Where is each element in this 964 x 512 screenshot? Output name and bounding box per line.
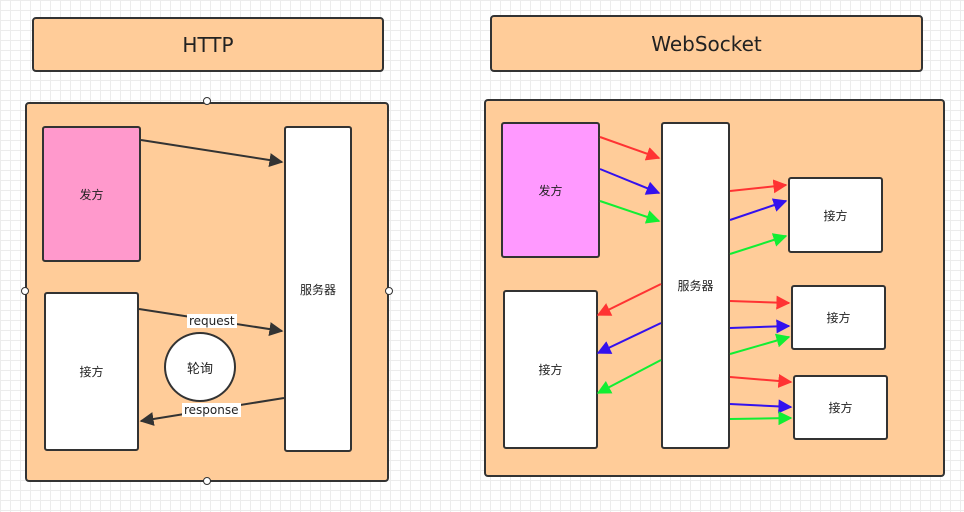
ws-title-box[interactable]: WebSocket (490, 15, 923, 72)
selection-handle-bottom[interactable] (203, 477, 211, 485)
ws-r1-arrow-green[interactable] (729, 233, 788, 255)
ws-title: WebSocket (651, 31, 762, 56)
http-sender-box[interactable]: 发方 (42, 126, 141, 262)
ws-receiver-box-3[interactable]: 接方 (793, 375, 888, 440)
ws-receiver-label-1: 接方 (823, 208, 848, 223)
http-request-label: request (187, 314, 237, 328)
http-sender-label: 发方 (79, 187, 104, 202)
selection-handle-left[interactable] (21, 287, 29, 295)
ws-sender-label: 发方 (538, 183, 563, 198)
ws-r3-arrow-green[interactable] (729, 411, 793, 426)
http-title: HTTP (182, 32, 234, 57)
ws-send-arrow-blue[interactable] (599, 168, 661, 195)
http-polling-circle[interactable]: 轮询 (164, 332, 236, 402)
http-response-text: response (184, 403, 239, 417)
ws-server-box[interactable]: 服务器 (661, 122, 730, 449)
ws-left-arrow-green[interactable] (596, 359, 662, 394)
selection-handle-right[interactable] (385, 287, 393, 295)
ws-receiver-label-3: 接方 (828, 401, 853, 415)
http-server-label: 服务器 (299, 282, 336, 297)
ws-r1-arrow-blue[interactable] (729, 198, 788, 221)
ws-r3-arrow-red[interactable] (729, 373, 793, 388)
ws-receiver-box-2[interactable]: 接方 (791, 285, 886, 350)
ws-receiver-left-box[interactable]: 接方 (503, 290, 598, 449)
ws-left-arrow-blue[interactable] (596, 322, 662, 354)
ws-receiver-left-label: 接方 (538, 363, 563, 377)
http-response-label: response (182, 403, 241, 417)
ws-r3-arrow-blue[interactable] (729, 399, 793, 414)
ws-receiver-label-2: 接方 (826, 311, 851, 325)
http-receiver-label: 接方 (79, 365, 104, 379)
ws-r2-arrow-blue[interactable] (729, 319, 791, 334)
ws-send-arrow-green[interactable] (599, 200, 661, 224)
ws-r1-arrow-red[interactable] (729, 179, 788, 194)
ws-r2-arrow-red[interactable] (729, 295, 791, 310)
http-request-text: request (189, 314, 235, 328)
ws-receiver-box-1[interactable]: 接方 (788, 177, 883, 253)
selection-handle-top[interactable] (203, 97, 211, 105)
ws-r2-arrow-green[interactable] (729, 333, 791, 355)
http-polling-label: 轮询 (186, 361, 213, 377)
http-send-arrow[interactable] (140, 139, 284, 167)
http-receiver-box[interactable]: 接方 (44, 292, 139, 451)
http-server-box[interactable]: 服务器 (284, 126, 352, 452)
ws-sender-box[interactable]: 发方 (501, 122, 600, 258)
ws-send-arrow-red[interactable] (599, 136, 661, 161)
ws-left-arrow-red[interactable] (596, 283, 662, 316)
ws-server-label: 服务器 (677, 279, 714, 293)
http-title-box[interactable]: HTTP (32, 17, 384, 72)
